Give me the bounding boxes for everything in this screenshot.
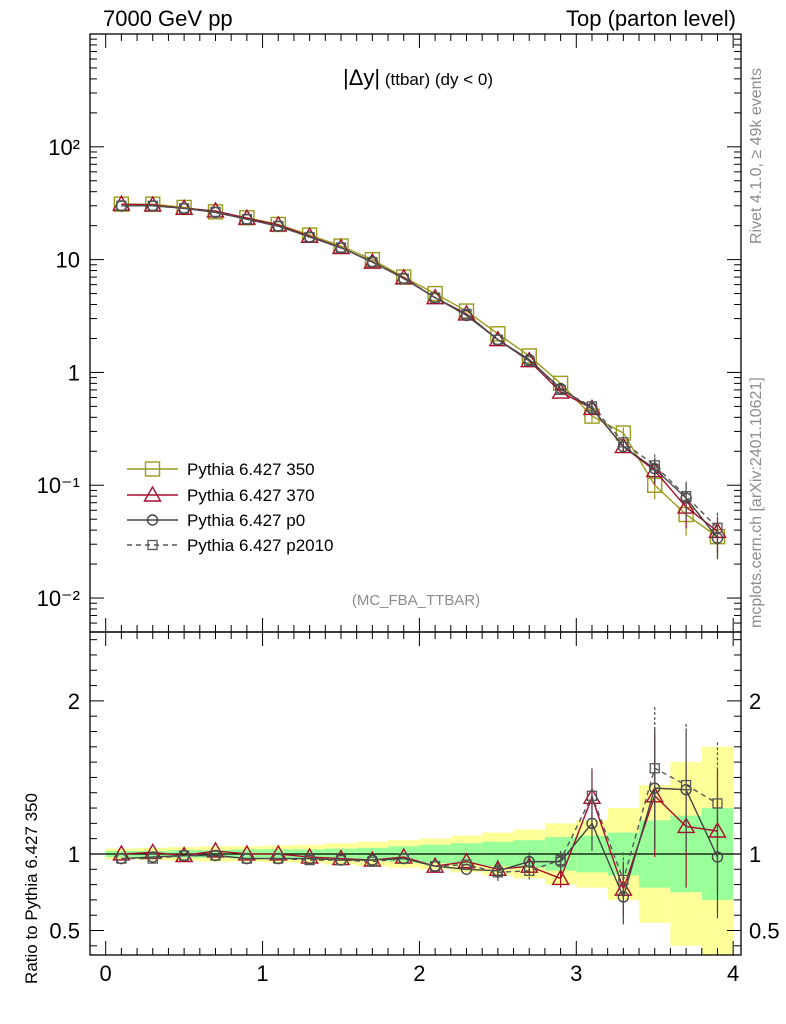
data-point-small-square	[304, 854, 315, 866]
data-point-small-square	[555, 384, 566, 396]
data-point-small-square	[649, 763, 660, 774]
data-point-small-square	[555, 854, 566, 866]
data-point-triangle	[112, 844, 131, 861]
data-point-triangle	[143, 485, 162, 502]
data-point-small-square	[335, 854, 347, 866]
data-point-small-square	[649, 460, 660, 471]
x-axis-tick-label: 0	[100, 961, 112, 986]
ratio-y-tick-label: 1	[68, 842, 80, 867]
data-point-circle	[146, 514, 159, 526]
ratio-y-axis-title: Ratio to Pythia 6.427 350	[22, 793, 41, 984]
legend-label: Pythia 6.427 370	[187, 486, 315, 505]
data-point-small-square	[618, 437, 629, 448]
data-point-small-square	[398, 853, 409, 864]
data-point-triangle	[237, 844, 257, 861]
series-p2010	[116, 200, 723, 549]
data-point-small-square	[210, 206, 221, 218]
data-point-square	[615, 425, 632, 441]
data-point-small-square	[241, 214, 253, 225]
x-axis-tick-label: 4	[727, 961, 739, 986]
legend-label: Pythia 6.427 p2010	[187, 536, 334, 555]
data-point-small-square	[304, 232, 315, 243]
legend-label: Pythia 6.427 350	[187, 460, 315, 479]
series-p0	[115, 200, 724, 560]
legend-entry-p0: Pythia 6.427 p0	[127, 511, 305, 530]
legend-entry-p2010: Pythia 6.427 p2010	[127, 536, 334, 555]
ratio-y-tick-label: 0.5	[49, 919, 80, 944]
data-point-small-square	[492, 867, 504, 878]
data-point-small-square	[116, 200, 127, 211]
data-point-small-square	[398, 273, 409, 284]
ratio-y-tick-label: 2	[68, 689, 80, 714]
x-axis-tick-label: 1	[256, 961, 268, 986]
data-point-small-square	[273, 221, 284, 232]
data-point-small-square	[178, 203, 190, 214]
data-point-small-square	[461, 308, 472, 320]
data-point-small-square	[210, 850, 221, 861]
data-point-circle	[617, 891, 630, 903]
data-point-small-square	[712, 798, 723, 809]
legend-entry-p350: Pythia 6.427 350	[127, 460, 315, 479]
analysis-watermark: (MC_FBA_TTBAR)	[352, 592, 480, 609]
data-point-square	[144, 461, 161, 477]
data-point-small-square	[335, 242, 347, 253]
legend-entry-p370: Pythia 6.427 370	[127, 485, 315, 505]
data-point-small-square	[461, 859, 472, 870]
ratio-y-tick-label-right: 2	[749, 689, 761, 714]
data-point-small-square	[367, 856, 378, 867]
legend-label: Pythia 6.427 p0	[187, 511, 305, 530]
data-point-triangle	[206, 841, 225, 858]
plot-title: |Δy| (ttbar) (dy < 0)	[343, 65, 493, 90]
y-axis-tick-label: 10⁻¹	[37, 473, 80, 498]
data-point-small-square	[586, 790, 598, 801]
data-point-small-square	[273, 853, 284, 864]
ratio-series-p2010	[116, 707, 723, 908]
y-axis-tick-label: 1	[68, 360, 80, 385]
data-point-triangle	[112, 194, 131, 211]
x-axis-tick-label: 3	[570, 961, 582, 986]
data-point-small-square	[147, 539, 158, 551]
data-point-small-square	[680, 491, 692, 502]
header-left-label: 7000 GeV pp	[103, 6, 233, 31]
data-point-small-square	[429, 861, 441, 872]
data-point-small-square	[524, 355, 535, 367]
ratio-plot-frame	[89, 631, 742, 956]
y-axis-tick-label: 10	[56, 248, 80, 273]
data-point-small-square	[241, 853, 253, 864]
series-line-p2010	[121, 205, 718, 529]
ratio-y-tick-label-right: 1	[749, 842, 761, 867]
x-axis-tick-label: 2	[413, 961, 425, 986]
data-point-small-square	[618, 874, 629, 886]
data-point-small-square	[429, 292, 441, 303]
ratio-line-p2010	[121, 767, 718, 883]
data-point-small-square	[586, 401, 598, 412]
ratio-y-tick-label-right: 0.5	[749, 919, 780, 944]
series-line-p370	[121, 203, 718, 532]
data-point-small-square	[524, 865, 535, 876]
data-point-small-square	[680, 779, 692, 791]
data-point-triangle	[269, 844, 288, 861]
data-point-small-square	[178, 850, 190, 861]
y-axis-tick-label: 10²	[48, 135, 80, 160]
data-point-circle	[711, 851, 724, 863]
data-point-triangle	[551, 869, 570, 886]
data-point-small-square	[492, 334, 504, 345]
data-point-small-square	[147, 853, 158, 864]
header-right-label: Top (parton level)	[566, 6, 736, 31]
data-point-small-square	[116, 853, 127, 864]
data-point-small-square	[147, 200, 158, 211]
data-point-small-square	[367, 256, 378, 268]
y-axis-tick-label: 10⁻²	[37, 586, 80, 611]
data-point-small-square	[712, 522, 723, 533]
